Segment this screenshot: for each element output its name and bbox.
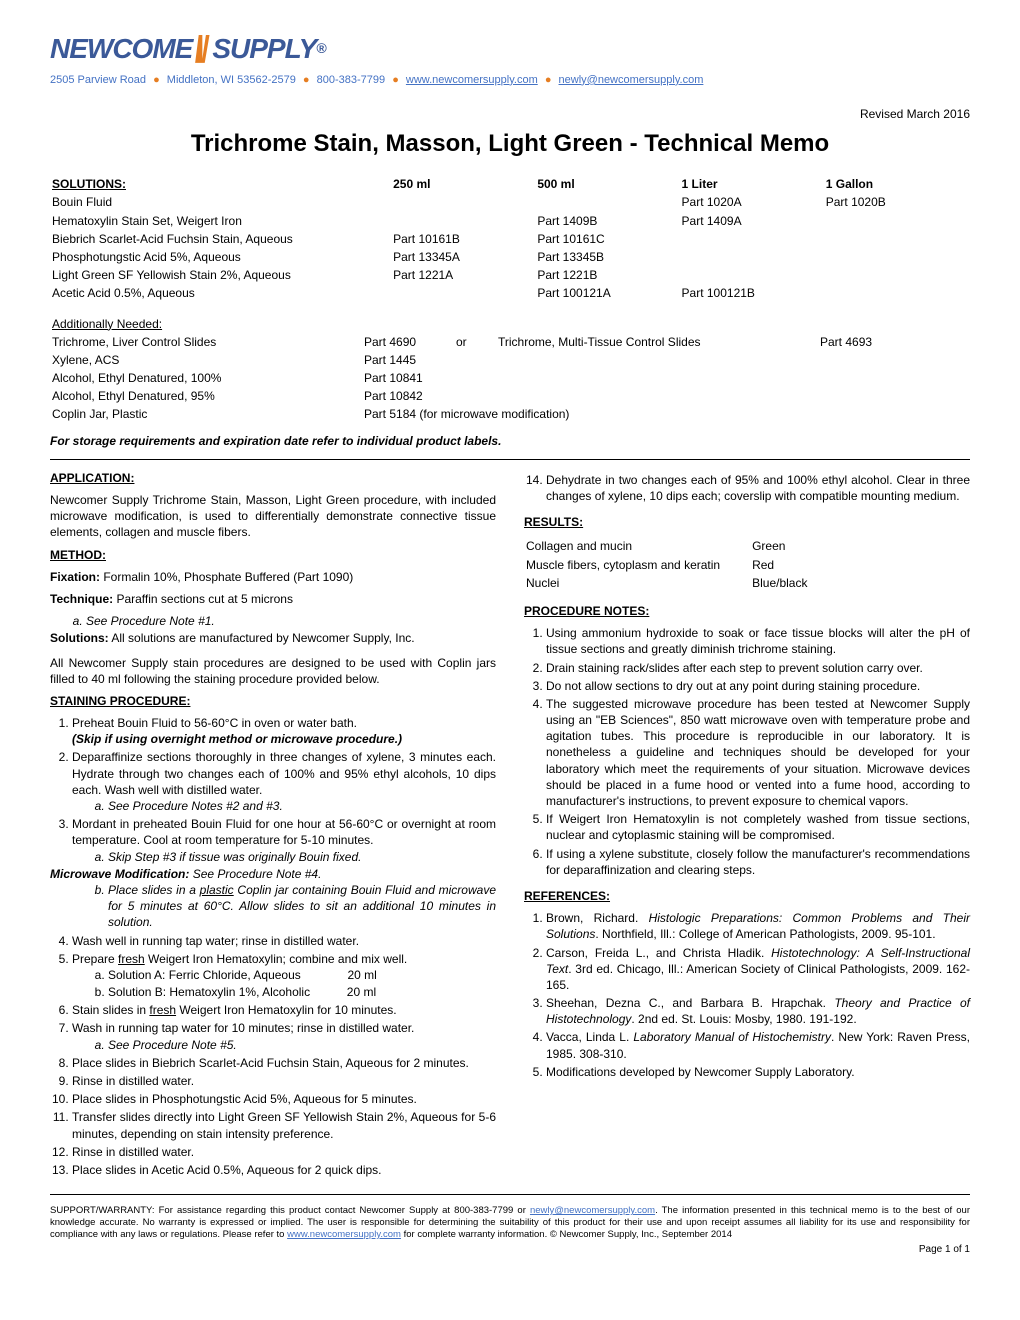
procedure-step: Place slides in Acetic Acid 0.5%, Aqueou…: [72, 1162, 496, 1178]
contact-line: 2505 Parview Road ● Middleton, WI 53562-…: [50, 73, 970, 88]
solution-b: Solution B: Hematoxylin 1%, Alcoholic 20…: [108, 984, 496, 1000]
address: 2505 Parview Road: [50, 74, 146, 86]
result-row: Muscle fibers, cytoplasm and keratinRed: [526, 557, 837, 573]
coplin-note: All Newcomer Supply stain procedures are…: [50, 655, 496, 687]
additional-needed-table: Additionally Needed: Trichrome, Liver Co…: [50, 314, 970, 425]
staining-procedure-heading: STAINING PROCEDURE:: [50, 693, 496, 709]
right-column: Dehydrate in two changes each of 95% and…: [524, 470, 970, 1082]
additional-heading: Additionally Needed:: [52, 316, 968, 332]
solution-row: Biebrich Scarlet-Acid Fuchsin Stain, Aqu…: [52, 231, 968, 247]
procedure-notes-heading: PROCEDURE NOTES:: [524, 603, 970, 619]
footer-divider: [50, 1194, 970, 1195]
separator-dot: ●: [545, 74, 552, 86]
logo-text-right: SUPPLY: [212, 30, 316, 68]
procedure-note: If using a xylene substitute, closely fo…: [546, 846, 970, 878]
separator-dot: ●: [392, 74, 399, 86]
procedure-note: The suggested microwave procedure has be…: [546, 696, 970, 809]
procedure-note: If Weigert Iron Hematoxylin is not compl…: [546, 811, 970, 843]
solution-row: Acetic Acid 0.5%, AqueousPart 100121APar…: [52, 285, 968, 301]
storage-note: For storage requirements and expiration …: [50, 433, 970, 455]
flask-icon: [190, 35, 214, 63]
reference-item: Vacca, Linda L. Laboratory Manual of His…: [546, 1029, 970, 1061]
page-number: Page 1 of 1: [919, 1243, 970, 1257]
solution-row: Phosphotungstic Acid 5%, AqueousPart 133…: [52, 249, 968, 265]
method-heading: METHOD:: [50, 547, 496, 563]
divider: [50, 459, 970, 460]
footer-email-link[interactable]: newly@newcomersupply.com: [530, 1205, 655, 1216]
procedure-step: Transfer slides directly into Light Gree…: [72, 1109, 496, 1141]
col-1gallon: 1 Gallon: [826, 176, 968, 192]
solution-row: Light Green SF Yellowish Stain 2%, Aqueo…: [52, 267, 968, 283]
microwave-sub: Place slides in a plastic Coplin jar con…: [108, 882, 496, 931]
result-row: NucleiBlue/black: [526, 575, 837, 591]
revised-date: Revised March 2016: [50, 106, 970, 122]
reference-item: Brown, Richard. Histologic Preparations:…: [546, 910, 970, 942]
col-1liter: 1 Liter: [682, 176, 824, 192]
solution-row: Hematoxylin Stain Set, Weigert IronPart …: [52, 213, 968, 229]
solutions-line: Solutions: All solutions are manufacture…: [50, 630, 496, 646]
procedure-step: Place slides in Phosphotungstic Acid 5%,…: [72, 1091, 496, 1107]
solutions-table: SOLUTIONS: 250 ml 500 ml 1 Liter 1 Gallo…: [50, 174, 970, 303]
procedure-step: Rinse in distilled water.: [72, 1073, 496, 1089]
procedure-step: Prepare fresh Weigert Iron Hematoxylin; …: [72, 951, 496, 1001]
city-zip: Middleton, WI 53562-2579: [167, 74, 296, 86]
result-row: Collagen and mucinGreen: [526, 538, 837, 554]
procedure-step: Wash in running tap water for 10 minutes…: [72, 1020, 496, 1052]
references-list: Brown, Richard. Histologic Preparations:…: [524, 910, 970, 1080]
col-250ml: 250 ml: [393, 176, 535, 192]
website-link[interactable]: www.newcomersupply.com: [406, 74, 538, 86]
technique-note: See Procedure Note #1.: [86, 613, 496, 629]
solution-row: Bouin FluidPart 1020APart 1020B: [52, 194, 968, 210]
registered-mark: ®: [316, 39, 325, 58]
footer-website-link[interactable]: www.newcomersupply.com: [287, 1229, 401, 1240]
separator-dot: ●: [153, 74, 160, 86]
application-heading: APPLICATION:: [50, 470, 496, 486]
procedure-note: Do not allow sections to dry out at any …: [546, 678, 970, 694]
separator-dot: ●: [303, 74, 310, 86]
company-logo: NEWCOME SUPPLY ®: [50, 30, 970, 68]
reference-item: Modifications developed by Newcomer Supp…: [546, 1064, 970, 1080]
left-column: APPLICATION: Newcomer Supply Trichrome S…: [50, 470, 496, 1180]
additional-row: Alcohol, Ethyl Denatured, 95%Part 10842: [52, 388, 968, 404]
col-500ml: 500 ml: [537, 176, 679, 192]
procedure-step: Mordant in preheated Bouin Fluid for one…: [72, 816, 496, 930]
procedure-continued: Dehydrate in two changes each of 95% and…: [524, 472, 970, 504]
fixation-line: Fixation: Formalin 10%, Phosphate Buffer…: [50, 569, 496, 585]
email-link[interactable]: newly@newcomersupply.com: [559, 74, 704, 86]
page-title: Trichrome Stain, Masson, Light Green - T…: [50, 128, 970, 160]
procedure-step: Preheat Bouin Fluid to 56-60°C in oven o…: [72, 715, 496, 747]
technique-line: Technique: Paraffin sections cut at 5 mi…: [50, 591, 496, 607]
procedure-step: Rinse in distilled water.: [72, 1144, 496, 1160]
solutions-heading: SOLUTIONS:: [52, 177, 126, 191]
procedure-note: Drain staining rack/slides after each st…: [546, 660, 970, 676]
procedure-step: Dehydrate in two changes each of 95% and…: [546, 472, 970, 504]
results-table: Collagen and mucinGreen Muscle fibers, c…: [524, 536, 839, 593]
results-heading: RESULTS:: [524, 514, 970, 530]
reference-item: Carson, Freida L., and Christa Hladik. H…: [546, 945, 970, 994]
reference-item: Sheehan, Dezna C., and Barbara B. Hrapch…: [546, 995, 970, 1027]
logo-text-left: NEWCOME: [50, 30, 192, 68]
solution-a: Solution A: Ferric Chloride, Aqueous 20 …: [108, 967, 496, 983]
procedure-note: Using ammonium hydroxide to soak or face…: [546, 625, 970, 657]
footer-warranty: SUPPORT/WARRANTY: For assistance regardi…: [50, 1205, 970, 1241]
procedure-step: Place slides in Biebrich Scarlet-Acid Fu…: [72, 1055, 496, 1071]
additional-row: Xylene, ACSPart 1445: [52, 352, 968, 368]
additional-row: Trichrome, Liver Control Slides Part 469…: [52, 334, 968, 350]
procedure-step: Deparaffinize sections thoroughly in thr…: [72, 749, 496, 814]
references-heading: REFERENCES:: [524, 888, 970, 904]
application-text: Newcomer Supply Trichrome Stain, Masson,…: [50, 492, 496, 541]
procedure-step: Wash well in running tap water; rinse in…: [72, 933, 496, 949]
procedure-notes-list: Using ammonium hydroxide to soak or face…: [524, 625, 970, 878]
phone: 800-383-7799: [317, 74, 386, 86]
additional-row: Alcohol, Ethyl Denatured, 100%Part 10841: [52, 370, 968, 386]
staining-procedure-list: Preheat Bouin Fluid to 56-60°C in oven o…: [50, 715, 496, 1178]
procedure-step: Stain slides in fresh Weigert Iron Hemat…: [72, 1002, 496, 1018]
additional-row: Coplin Jar, PlasticPart 5184 (for microw…: [52, 406, 968, 422]
